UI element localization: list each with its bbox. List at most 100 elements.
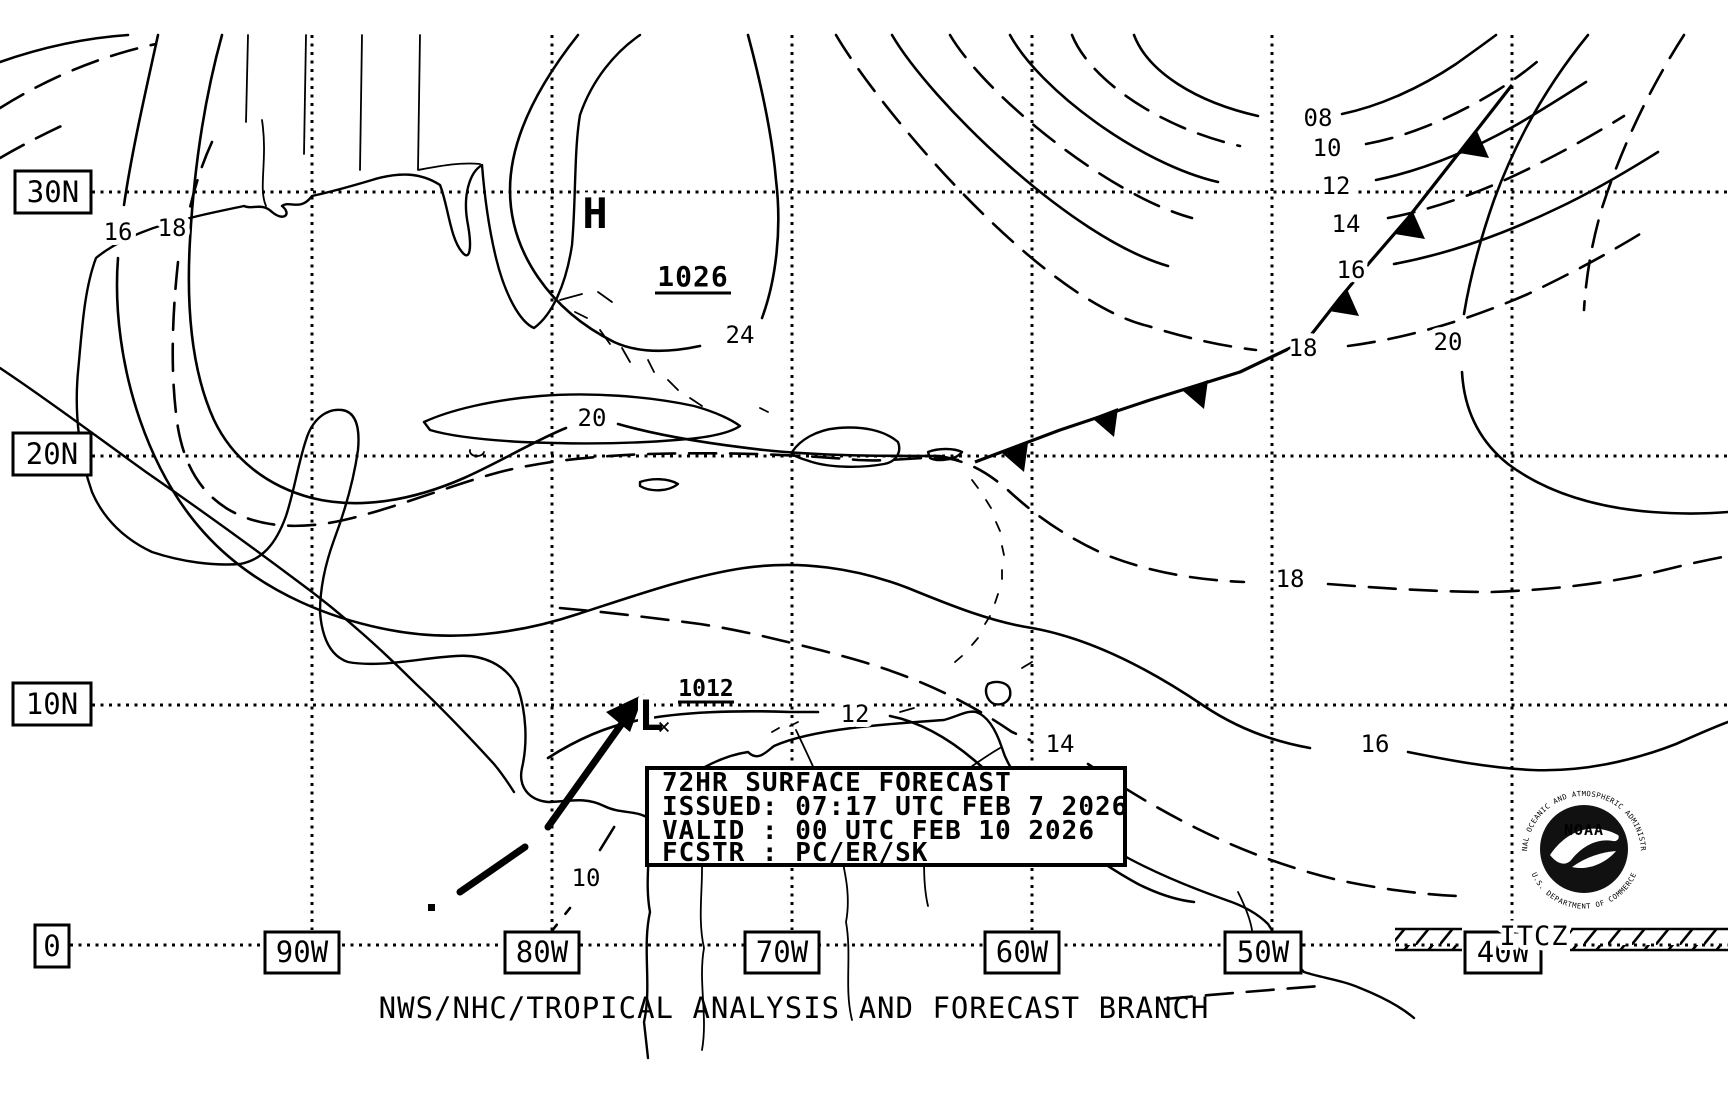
noaa-logo-text: NOAA: [1564, 821, 1604, 839]
state-border-3: [359, 34, 363, 171]
isobar-1020-west-a: [187, 33, 568, 505]
footer-branch-title: NWS/NHC/TROPICAL ANALYSIS AND FORECAST B…: [379, 991, 1210, 1025]
isobar-1014tr-right: [1386, 114, 1626, 220]
isobar-1012tr-right: [1374, 80, 1588, 182]
isobar-label: 16: [1337, 256, 1366, 284]
state-border-1: [245, 34, 249, 123]
lon-label-text: 80W: [516, 935, 569, 969]
coast-hispaniola: [790, 426, 901, 468]
lon-label-90w: 90W: [263, 930, 341, 975]
lon-label-50w: 50W: [1223, 930, 1303, 975]
trough-axis: [428, 694, 644, 911]
isobar-1008-right: [1340, 33, 1498, 116]
lon-label-60w: 60W: [983, 930, 1061, 975]
trough-segment: [456, 843, 529, 896]
isobar-label: 18: [158, 214, 187, 242]
lat-label-text: 10N: [26, 687, 78, 721]
isobar-1020-east-a: [1462, 33, 1590, 316]
isobar-1008-left: [1132, 33, 1260, 118]
isobar-1018-c: [1326, 554, 1728, 594]
coast-pacific-mexico: [0, 366, 516, 794]
front-triangle-icon: [1002, 443, 1028, 472]
cold-front: [974, 84, 1514, 472]
forecast-info-box: 72HR SURFACE FORECAST ISSUED: 07:17 UTC …: [645, 766, 1128, 868]
coast-tobago: [1021, 661, 1033, 669]
forecast-title: 72HR SURFACE FORECAST: [662, 768, 1012, 798]
isobar-label: 24: [726, 321, 755, 349]
high-value: 1026: [657, 260, 728, 293]
noaa-logo-circle: [1540, 805, 1628, 893]
lon-label-text: 60W: [996, 935, 1049, 969]
low-pressure-center: L × 1012: [633, 671, 738, 745]
isobar-1022-east: [1582, 33, 1686, 312]
isobar-dashed-corner2: [0, 120, 72, 160]
isobar-label: 14: [1046, 730, 1075, 758]
isle-of-youth: [468, 449, 485, 457]
front-triangle-icon: [1395, 212, 1425, 239]
coast-puerto-rico: [926, 447, 964, 462]
high-pressure-center: H 1026: [577, 184, 732, 298]
lon-label-text: 90W: [276, 935, 329, 969]
forecast-valid: VALID : 00 UTC FEB 10 2026: [662, 816, 1095, 846]
isobar-dashed-south: [1163, 984, 1322, 1001]
isobar-label: 18: [1276, 565, 1305, 593]
isobar-label: 20: [578, 404, 607, 432]
state-border-2: [303, 34, 307, 155]
coast-amazon-mouth: [1237, 891, 1253, 931]
coast-jamaica: [638, 478, 680, 492]
isobar-1016-c: [1406, 720, 1728, 772]
isobar-1014tr-left: [948, 33, 1194, 220]
isobar-solid-corner: [0, 33, 130, 64]
isobar-1010-right: [1364, 54, 1546, 146]
isobar-1012tr-left: [1008, 33, 1220, 184]
isobar-1014-b: [1086, 762, 1458, 898]
noaa-seabird-wing-icon: [1572, 851, 1616, 869]
grid-labels: 30N 20N 10N 0 90W 80W 70W 60W: [11, 169, 1543, 975]
isobar-1020-west-b: [616, 422, 960, 462]
isobar-1018-b: [171, 260, 1246, 584]
low-symbol: L: [638, 691, 663, 740]
lat-label-text: 0: [43, 929, 60, 963]
trough-dot: [428, 904, 435, 911]
trough-arrowhead-icon: [606, 694, 644, 732]
isobar-label: 18: [1289, 334, 1318, 362]
lat-label-text: 30N: [27, 175, 79, 209]
noaa-logo: NOAA NATIONAL OCEANIC AND ATMOSPHERIC AD…: [1520, 789, 1648, 911]
lon-label-70w: 70W: [743, 930, 821, 975]
lat-label-10n: 10N: [11, 681, 93, 727]
front-triangle-icon: [1092, 408, 1118, 437]
isobar-label: 12: [1322, 172, 1351, 200]
isobar-1016-a: [122, 33, 160, 207]
isobar-1016tr-left: [890, 33, 1170, 268]
itcz-label: ITCZ: [1499, 921, 1568, 952]
lat-label-30n: 30N: [13, 169, 93, 215]
isobar-1010s-b: [598, 822, 618, 852]
isobar-value-labels: 16 18 24 20 12 14 16 18 08 10 12 14 16 1…: [99, 99, 1468, 897]
state-border-florida-georgia: [417, 34, 481, 171]
isobar-label: 14: [1332, 210, 1361, 238]
front-triangle-icon: [1459, 131, 1489, 158]
lon-label-40w: 40W: [1463, 930, 1543, 975]
isobar-1024-east: [746, 33, 780, 320]
isobar-1016-b: [115, 256, 1312, 750]
trough-segment: [544, 711, 632, 831]
itcz-band: [1395, 927, 1728, 952]
isobar-label: 08: [1304, 104, 1333, 132]
isobar-1016tr-right: [1392, 150, 1660, 266]
forecast-issued: ISSUED: 07:17 UTC FEB 7 2026: [662, 792, 1128, 822]
coast-gulf-centam: [75, 33, 650, 820]
isobar-1020-east-b: [1460, 370, 1728, 515]
isobar-label: 20: [1434, 328, 1463, 356]
coastlines: [0, 33, 1416, 1060]
low-value: 1012: [678, 676, 733, 702]
aruba: [771, 727, 780, 733]
itcz-hatch-west: [1395, 929, 1462, 950]
low-position-marker: ×: [657, 715, 670, 740]
lat-label-0: 0: [33, 923, 71, 969]
lat-label-20n: 20N: [11, 431, 93, 477]
curacao: [789, 721, 799, 727]
isobar-1018tr-left: [834, 33, 1258, 352]
bahamas-islands: [559, 291, 769, 413]
